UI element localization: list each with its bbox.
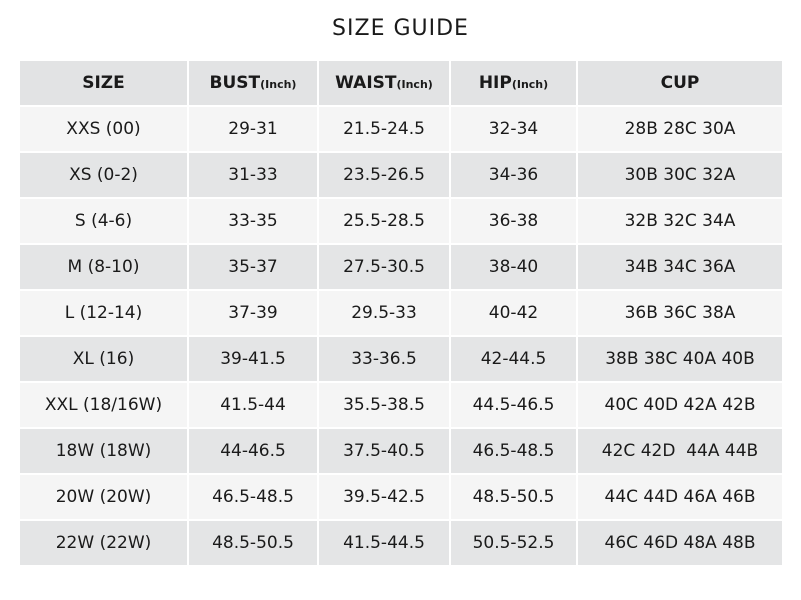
table-cell: M (8-10) bbox=[20, 245, 187, 289]
table-row: XS (0-2) 31-33 23.5-26.5 34-36 30B 30C 32A bbox=[20, 153, 782, 197]
table-cell: 41.5-44 bbox=[189, 383, 317, 427]
table-cell: 41.5-44.5 bbox=[319, 521, 449, 565]
table-cell: 32B 32C 34A bbox=[578, 199, 782, 243]
table-cell: 23.5-26.5 bbox=[319, 153, 449, 197]
table-cell: 37-39 bbox=[189, 291, 317, 335]
table-cell: 39.5-42.5 bbox=[319, 475, 449, 519]
table-cell: 34B 34C 36A bbox=[578, 245, 782, 289]
table-cell: XXL (18/16W) bbox=[20, 383, 187, 427]
table-cell: 21.5-24.5 bbox=[319, 107, 449, 151]
table-cell: 32-34 bbox=[451, 107, 576, 151]
table-cell: 38B 38C 40A 40B bbox=[578, 337, 782, 381]
table-cell: 39-41.5 bbox=[189, 337, 317, 381]
table-cell: 40C 40D 42A 42B bbox=[578, 383, 782, 427]
table-cell: 29.5-33 bbox=[319, 291, 449, 335]
table-cell: 27.5-30.5 bbox=[319, 245, 449, 289]
column-header-hip: HIP(Inch) bbox=[451, 61, 576, 105]
table-cell: 34-36 bbox=[451, 153, 576, 197]
table-cell: 46.5-48.5 bbox=[189, 475, 317, 519]
table-cell: 20W (20W) bbox=[20, 475, 187, 519]
header-label: CUP bbox=[660, 73, 700, 93]
table-cell: 48.5-50.5 bbox=[189, 521, 317, 565]
table-cell: 31-33 bbox=[189, 153, 317, 197]
table-row: XXL (18/16W) 41.5-44 35.5-38.5 44.5-46.5 40C… bbox=[20, 383, 782, 427]
header-label: HIP bbox=[478, 73, 512, 93]
column-header-cup: CUP bbox=[578, 61, 782, 105]
table-row: 18W (18W) 44-46.5 37.5-40.5 46.5-48.5 42C 42… bbox=[20, 429, 782, 473]
table-cell: 46C 46D 48A 48B bbox=[578, 521, 782, 565]
table-cell: 35-37 bbox=[189, 245, 317, 289]
table-cell: 29-31 bbox=[189, 107, 317, 151]
table-row: S (4-6) 33-35 25.5-28.5 36-38 32B 32C 34A bbox=[20, 199, 782, 243]
table-cell: S (4-6) bbox=[20, 199, 187, 243]
table-row: 20W (20W) 46.5-48.5 39.5-42.5 48.5-50.5 44C … bbox=[20, 475, 782, 519]
table-cell: 33-35 bbox=[189, 199, 317, 243]
page-title: SIZE GUIDE bbox=[332, 16, 469, 41]
table-cell: 50.5-52.5 bbox=[451, 521, 576, 565]
table-cell: 40-42 bbox=[451, 291, 576, 335]
table-cell: 28B 28C 30A bbox=[578, 107, 782, 151]
table-cell: L (12-14) bbox=[20, 291, 187, 335]
table-cell: 48.5-50.5 bbox=[451, 475, 576, 519]
table-cell: 42-44.5 bbox=[451, 337, 576, 381]
table-cell: XS (0-2) bbox=[20, 153, 187, 197]
table-cell: 22W (22W) bbox=[20, 521, 187, 565]
table-cell: XL (16) bbox=[20, 337, 187, 381]
table-cell: 25.5-28.5 bbox=[319, 199, 449, 243]
table-cell: 44.5-46.5 bbox=[451, 383, 576, 427]
table-row: L (12-14) 37-39 29.5-33 40-42 36B 36C 38A bbox=[20, 291, 782, 335]
table-row: XXS (00) 29-31 21.5-24.5 32-34 28B 28C 30A bbox=[20, 107, 782, 151]
table-cell: 42C 42D 44A 44B bbox=[578, 429, 782, 473]
table-cell: 44C 44D 46A 46B bbox=[578, 475, 782, 519]
column-header-size: SIZE bbox=[20, 61, 187, 105]
table-cell: 30B 30C 32A bbox=[578, 153, 782, 197]
header-unit: (Inch) bbox=[260, 78, 297, 91]
column-header-bust: BUST(Inch) bbox=[189, 61, 317, 105]
table-cell: 18W (18W) bbox=[20, 429, 187, 473]
header-row: SIZE BUST(Inch) WAIST(Inch) HIP(Inch) CUP bbox=[20, 61, 782, 105]
table-row: 22W (22W) 48.5-50.5 41.5-44.5 50.5-52.5 46C … bbox=[20, 521, 782, 565]
header-unit: (Inch) bbox=[511, 78, 549, 91]
table-cell: 33-36.5 bbox=[319, 337, 449, 381]
table-cell: 35.5-38.5 bbox=[319, 383, 449, 427]
table-cell: 37.5-40.5 bbox=[319, 429, 449, 473]
header-label: BUST bbox=[209, 73, 261, 93]
table-cell: XXS (00) bbox=[20, 107, 187, 151]
table-cell: 36B 36C 38A bbox=[578, 291, 782, 335]
table-row: XL (16) 39-41.5 33-36.5 42-44.5 38B 38C 40A … bbox=[20, 337, 782, 381]
table-row: M (8-10) 35-37 27.5-30.5 38-40 34B 34C 36A bbox=[20, 245, 782, 289]
table-cell: 36-38 bbox=[451, 199, 576, 243]
size-guide-table: SIZE BUST(Inch) WAIST(Inch) HIP(Inch) CUP XX… bbox=[18, 59, 784, 567]
column-header-waist: WAIST(Inch) bbox=[319, 61, 449, 105]
table-cell: 38-40 bbox=[451, 245, 576, 289]
table-cell: 44-46.5 bbox=[189, 429, 317, 473]
header-label: WAIST bbox=[335, 73, 397, 93]
header-unit: (Inch) bbox=[396, 78, 433, 91]
header-label: SIZE bbox=[82, 73, 125, 93]
table-cell: 46.5-48.5 bbox=[451, 429, 576, 473]
